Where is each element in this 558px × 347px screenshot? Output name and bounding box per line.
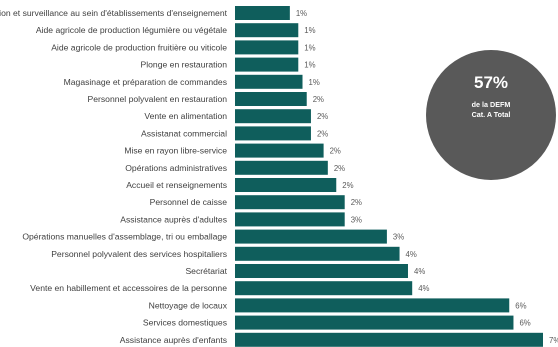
category-label-14: Opérations manuelles d'assemblage, tri o…	[22, 232, 227, 242]
summary-callout: 57% de la DEFM Cat. A Total	[426, 50, 556, 180]
value-label-4: 1%	[304, 61, 315, 70]
category-label-6: Personnel polyvalent en restauration	[88, 94, 228, 104]
value-label-8: 2%	[317, 129, 328, 138]
bar-11	[235, 178, 337, 192]
category-labels: Education et surveillance au sein d'étab…	[0, 8, 228, 345]
bar-18	[235, 298, 510, 313]
bar-12	[235, 195, 345, 210]
category-label-13: Assistance auprès d'adultes	[120, 214, 227, 224]
category-label-3: Aide agricole de production fruitière ou…	[51, 42, 227, 52]
bar-6	[235, 92, 307, 106]
category-label-8: Assistanat commercial	[141, 128, 227, 138]
value-label-11: 2%	[342, 181, 353, 190]
value-labels: 1%1%1%1%1%2%2%2%2%2%2%2%3%3%4%4%4%6%6%7%	[296, 9, 558, 345]
value-label-16: 4%	[414, 267, 425, 276]
bar-14	[235, 229, 387, 244]
value-label-19: 6%	[519, 319, 530, 328]
category-label-1: Education et surveillance au sein d'étab…	[0, 8, 228, 18]
value-label-6: 2%	[313, 95, 324, 104]
value-label-1: 1%	[296, 9, 307, 18]
bar-1	[235, 6, 290, 20]
bar-13	[235, 212, 345, 227]
category-label-17: Vente en habillement et accessoires de l…	[30, 283, 227, 293]
bar-8	[235, 126, 311, 141]
bar-15	[235, 246, 400, 261]
category-label-4: Plonge en restauration	[141, 60, 228, 70]
category-label-2: Aide agricole de production légumière ou…	[36, 25, 227, 35]
bar-19	[235, 315, 514, 330]
category-label-18: Nettoyage de locaux	[149, 300, 228, 310]
category-label-11: Accueil et renseignements	[126, 180, 227, 190]
value-label-10: 2%	[334, 164, 345, 173]
category-label-15: Personnel polyvalent des services hospit…	[51, 249, 227, 259]
value-label-17: 4%	[418, 284, 429, 293]
bar-20	[235, 332, 543, 347]
category-label-12: Personnel de caisse	[150, 197, 228, 207]
value-label-13: 3%	[351, 215, 362, 224]
value-label-12: 2%	[351, 198, 362, 207]
value-label-15: 4%	[406, 250, 417, 259]
bar-17	[235, 281, 413, 296]
callout-line-1: de la DEFM	[471, 100, 511, 109]
bar-5	[235, 74, 303, 89]
value-label-20: 7%	[549, 336, 558, 345]
value-label-2: 1%	[304, 26, 315, 35]
value-label-14: 3%	[393, 233, 404, 242]
bar-9	[235, 143, 324, 158]
bar-3	[235, 40, 299, 55]
value-label-3: 1%	[304, 43, 315, 52]
bar-10	[235, 160, 328, 175]
value-label-9: 2%	[330, 147, 341, 156]
category-label-19: Services domestiques	[143, 318, 227, 328]
bar-2	[235, 23, 299, 38]
category-label-5: Magasinage et préparation de commandes	[64, 77, 227, 87]
value-label-5: 1%	[309, 78, 320, 87]
callout-line-2: Cat. A Total	[471, 110, 511, 119]
category-label-20: Assistance auprès d'enfants	[120, 335, 227, 345]
value-label-7: 2%	[317, 112, 328, 121]
category-label-16: Secrétariat	[185, 266, 227, 276]
category-label-7: Vente en alimentation	[144, 111, 227, 121]
bar-7	[235, 109, 311, 124]
bars-layer	[235, 6, 543, 347]
category-label-10: Opérations administratives	[125, 163, 227, 173]
value-label-18: 6%	[515, 301, 526, 310]
bar-4	[235, 57, 299, 72]
category-label-9: Mise en rayon libre-service	[124, 146, 227, 156]
callout-value: 57%	[473, 73, 509, 92]
bar-16	[235, 264, 408, 278]
